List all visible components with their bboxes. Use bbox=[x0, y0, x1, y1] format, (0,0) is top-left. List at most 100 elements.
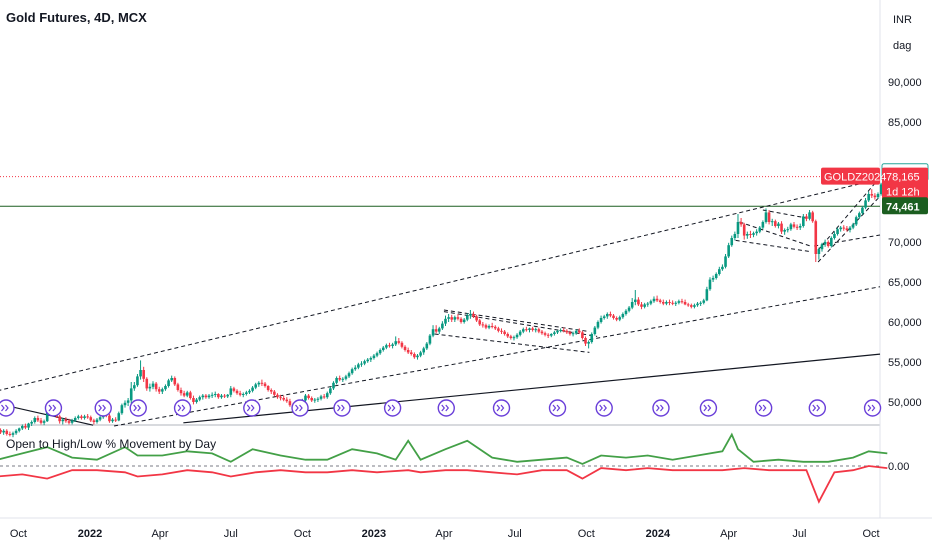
candle-body bbox=[845, 228, 849, 230]
y-tick-label: 55,000 bbox=[888, 357, 922, 369]
candle-body bbox=[646, 303, 650, 305]
candle-body bbox=[269, 390, 273, 392]
candle-body bbox=[241, 394, 245, 395]
event-marker-icon bbox=[243, 399, 261, 417]
candle-body bbox=[559, 330, 562, 331]
candle-body bbox=[677, 301, 681, 303]
candle-body bbox=[621, 314, 625, 318]
candle-body bbox=[472, 314, 475, 317]
candle-body bbox=[64, 419, 68, 422]
candle-body bbox=[708, 279, 712, 290]
candle-body bbox=[752, 233, 755, 235]
candle-body bbox=[24, 426, 27, 428]
candle-body bbox=[662, 302, 665, 304]
candle-body bbox=[767, 212, 771, 222]
candle-body bbox=[718, 269, 721, 274]
candle-body bbox=[808, 212, 811, 219]
candle-body bbox=[95, 419, 99, 422]
event-marker-icon bbox=[291, 399, 309, 417]
event-marker-icon bbox=[492, 399, 511, 417]
event-marker-arrow bbox=[1, 404, 9, 412]
candle-body bbox=[854, 217, 858, 225]
price-label: 74,461 bbox=[886, 201, 920, 213]
candle-body bbox=[565, 330, 569, 333]
candle-body bbox=[739, 222, 743, 225]
event-marker-arrow bbox=[246, 404, 255, 412]
candle-body bbox=[341, 378, 345, 380]
candle-body bbox=[123, 402, 127, 406]
event-marker-icon bbox=[437, 399, 455, 417]
candle-body bbox=[11, 433, 15, 435]
currency-button[interactable]: INR bbox=[893, 14, 912, 26]
candle-body bbox=[465, 315, 469, 320]
candle-body bbox=[780, 223, 783, 232]
candle-body bbox=[493, 326, 497, 329]
candle-body bbox=[139, 370, 142, 377]
event-marker-icon bbox=[383, 399, 402, 417]
x-tick-label: Oct bbox=[10, 528, 27, 540]
candle-body bbox=[864, 200, 867, 208]
candle-body bbox=[235, 390, 239, 394]
x-tick-label: Apr bbox=[151, 528, 168, 540]
candle-body bbox=[764, 212, 768, 222]
candle-body bbox=[830, 238, 833, 246]
candle-body bbox=[469, 314, 472, 316]
candle-body bbox=[826, 242, 830, 246]
candle-body bbox=[500, 330, 503, 332]
candle-body bbox=[705, 289, 709, 301]
candle-body bbox=[612, 315, 615, 318]
candle-body bbox=[33, 418, 37, 422]
trendline-long-term-support bbox=[183, 353, 881, 424]
candle-body bbox=[836, 229, 839, 234]
candle-body bbox=[478, 320, 482, 325]
candle-body bbox=[746, 234, 749, 236]
candle-body bbox=[220, 395, 223, 398]
candle-body bbox=[325, 393, 329, 398]
event-marker-icon bbox=[333, 399, 351, 417]
chart-title: Gold Futures, 4D, MCX bbox=[6, 10, 147, 25]
candle-body bbox=[406, 350, 410, 353]
candle-body bbox=[770, 221, 774, 223]
candle-body bbox=[711, 278, 715, 280]
candle-body bbox=[792, 224, 796, 227]
x-tick-label: Apr bbox=[720, 528, 737, 540]
candle-body bbox=[668, 302, 671, 303]
candle-body bbox=[652, 298, 656, 302]
candle-body bbox=[310, 398, 313, 401]
event-marker-icon bbox=[548, 399, 567, 417]
candle-body bbox=[58, 416, 61, 422]
candle-body bbox=[839, 227, 842, 230]
candle-body bbox=[633, 299, 637, 302]
indicator-title: Open to High/Low % Movement by Day bbox=[6, 437, 217, 451]
candle-body bbox=[528, 328, 531, 330]
candle-body bbox=[350, 369, 354, 374]
candle-body bbox=[198, 397, 201, 400]
event-marker-icon bbox=[699, 399, 718, 417]
event-marker-icon bbox=[863, 399, 882, 417]
event-marker-arrow bbox=[48, 404, 57, 412]
candle-body bbox=[347, 373, 351, 377]
candle-body bbox=[409, 352, 413, 354]
event-marker-icon bbox=[595, 399, 613, 417]
candle-body bbox=[195, 399, 198, 402]
candle-body bbox=[761, 222, 765, 228]
candle-body bbox=[61, 419, 65, 422]
candle-body bbox=[189, 392, 192, 398]
candle-body bbox=[170, 378, 173, 381]
candle-body bbox=[690, 305, 693, 307]
candle-body bbox=[70, 420, 74, 423]
candle-body bbox=[587, 342, 590, 344]
candle-body bbox=[811, 212, 814, 222]
candle-body bbox=[459, 318, 463, 322]
candle-body bbox=[425, 343, 429, 349]
scale-mode-button[interactable]: dag bbox=[893, 40, 912, 52]
candle-body bbox=[39, 420, 43, 423]
candle-body bbox=[848, 227, 852, 230]
event-marker-arrow bbox=[599, 404, 607, 412]
event-marker-arrow bbox=[758, 404, 767, 412]
candle-body bbox=[447, 317, 450, 319]
candle-body bbox=[164, 386, 167, 390]
candle-body bbox=[727, 245, 730, 257]
